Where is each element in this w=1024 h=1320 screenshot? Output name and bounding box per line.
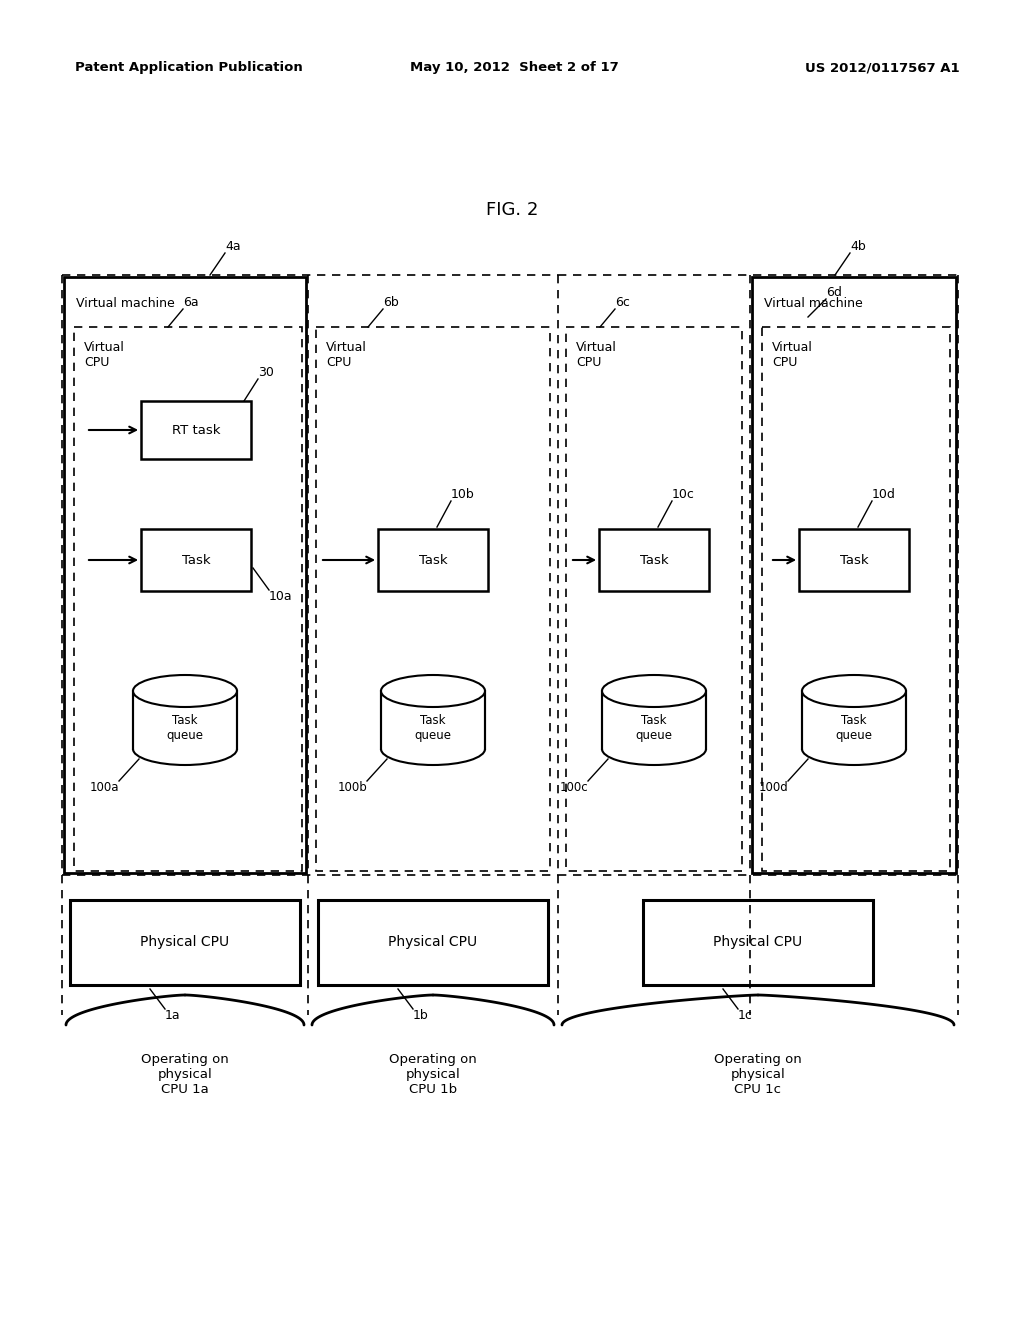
Text: Physical CPU: Physical CPU <box>140 935 229 949</box>
Bar <box>599 529 709 591</box>
Text: 4a: 4a <box>225 240 241 253</box>
Bar <box>802 690 906 748</box>
Bar <box>566 327 742 871</box>
Text: 6b: 6b <box>383 296 398 309</box>
Bar <box>762 327 950 871</box>
Text: Virtual machine: Virtual machine <box>764 297 863 310</box>
Ellipse shape <box>602 675 706 708</box>
Text: May 10, 2012  Sheet 2 of 17: May 10, 2012 Sheet 2 of 17 <box>410 62 618 74</box>
Text: Task: Task <box>840 553 868 566</box>
Bar <box>381 690 485 748</box>
Text: 100a: 100a <box>89 781 119 795</box>
Bar <box>141 529 251 591</box>
Bar <box>63 277 306 873</box>
Text: 100c: 100c <box>559 781 588 795</box>
Text: Physical CPU: Physical CPU <box>714 935 803 949</box>
Text: 1a: 1a <box>165 1008 180 1022</box>
Text: Virtual machine: Virtual machine <box>76 297 175 310</box>
Text: 6a: 6a <box>183 296 199 309</box>
Text: 1c: 1c <box>738 1008 753 1022</box>
Text: Task
queue: Task queue <box>836 714 872 742</box>
Bar <box>799 529 909 591</box>
Text: 1b: 1b <box>413 1008 429 1022</box>
Bar <box>752 277 956 873</box>
Text: Task: Task <box>419 553 447 566</box>
Text: 100d: 100d <box>758 781 788 795</box>
Text: Physical CPU: Physical CPU <box>388 935 477 949</box>
Text: 10c: 10c <box>672 488 695 502</box>
Bar <box>133 690 237 748</box>
Text: Task: Task <box>181 553 210 566</box>
Text: Operating on
physical
CPU 1a: Operating on physical CPU 1a <box>141 1053 229 1096</box>
Text: 10d: 10d <box>872 488 896 502</box>
Text: Operating on
physical
CPU 1c: Operating on physical CPU 1c <box>714 1053 802 1096</box>
Bar <box>602 690 706 748</box>
Text: Patent Application Publication: Patent Application Publication <box>75 62 303 74</box>
Bar <box>318 900 548 985</box>
Bar <box>378 529 488 591</box>
Text: Task: Task <box>640 553 669 566</box>
Text: 10a: 10a <box>269 590 293 603</box>
Bar <box>643 900 873 985</box>
Text: 10b: 10b <box>451 488 475 502</box>
Bar <box>74 327 302 871</box>
Bar <box>141 401 251 459</box>
Text: Task
queue: Task queue <box>167 714 204 742</box>
Text: Virtual
CPU: Virtual CPU <box>84 341 125 370</box>
Bar <box>70 900 300 985</box>
Ellipse shape <box>802 675 906 708</box>
Text: Operating on
physical
CPU 1b: Operating on physical CPU 1b <box>389 1053 477 1096</box>
Text: US 2012/0117567 A1: US 2012/0117567 A1 <box>805 62 961 74</box>
Text: 6c: 6c <box>615 296 630 309</box>
Text: Virtual
CPU: Virtual CPU <box>575 341 616 370</box>
Text: 6d: 6d <box>826 286 842 300</box>
Text: 30: 30 <box>258 366 273 379</box>
Ellipse shape <box>133 675 237 708</box>
Text: Task
queue: Task queue <box>415 714 452 742</box>
Ellipse shape <box>381 675 485 708</box>
Text: Virtual
CPU: Virtual CPU <box>772 341 813 370</box>
Text: 100b: 100b <box>337 781 367 795</box>
Text: Task
queue: Task queue <box>636 714 673 742</box>
Bar <box>316 327 550 871</box>
Text: FIG. 2: FIG. 2 <box>485 201 539 219</box>
Text: 4b: 4b <box>850 240 865 253</box>
Text: Virtual
CPU: Virtual CPU <box>326 341 367 370</box>
Text: RT task: RT task <box>172 424 220 437</box>
